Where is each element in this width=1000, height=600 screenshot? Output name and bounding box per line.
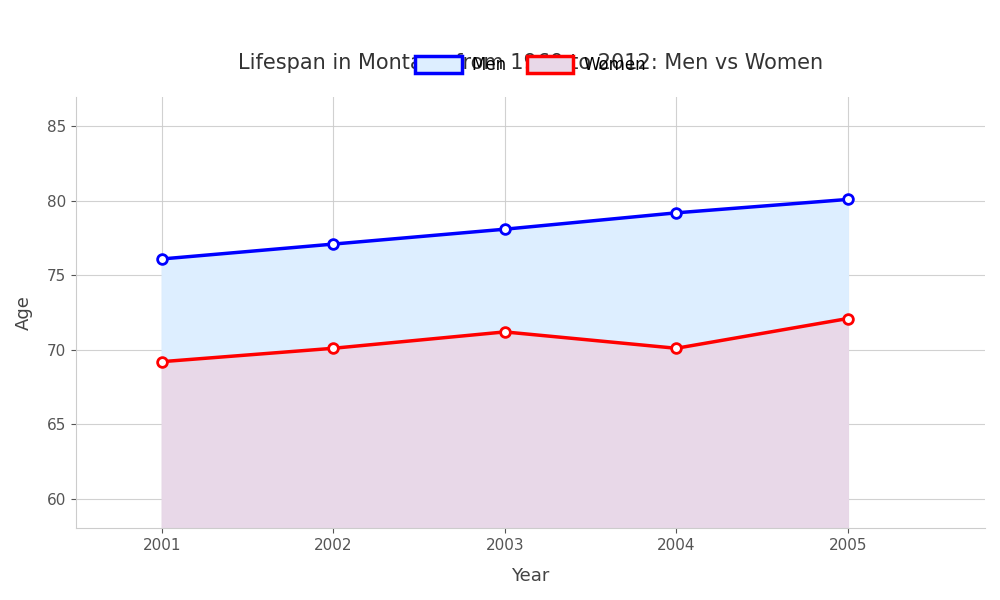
Title: Lifespan in Montana from 1969 to 2012: Men vs Women: Lifespan in Montana from 1969 to 2012: M…	[238, 53, 823, 73]
Women	[156, 358, 168, 365]
Men	[156, 256, 168, 263]
Line: Women: Women	[157, 314, 853, 367]
Men	[670, 209, 682, 217]
Women	[499, 328, 511, 335]
Women	[327, 344, 339, 352]
Legend: Men, Women: Men, Women	[408, 49, 653, 80]
Y-axis label: Age: Age	[15, 295, 33, 330]
X-axis label: Year: Year	[511, 567, 550, 585]
Men	[842, 196, 854, 203]
Men	[499, 226, 511, 233]
Men	[327, 241, 339, 248]
Women	[842, 315, 854, 322]
Women	[670, 344, 682, 352]
Line: Men: Men	[157, 194, 853, 264]
